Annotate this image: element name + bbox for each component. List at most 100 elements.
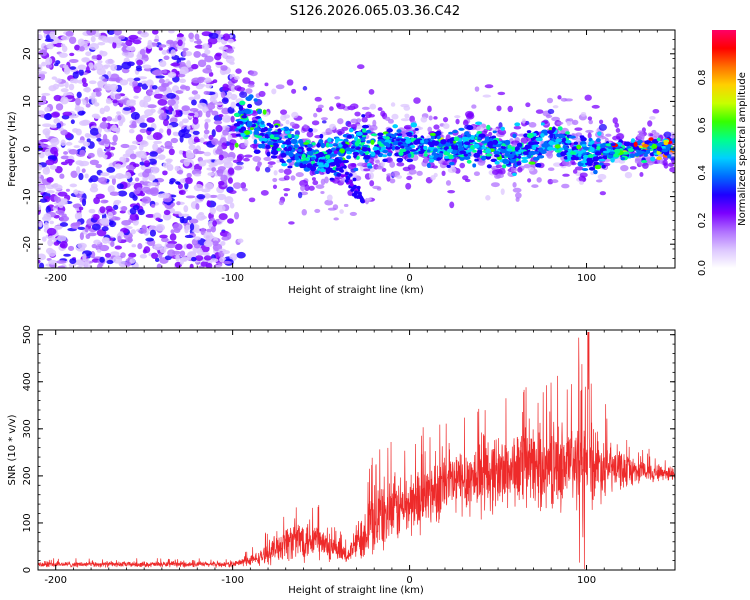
spectrogram-signal-blob (351, 146, 356, 149)
spectrogram-signal-blob (627, 147, 635, 152)
spectrogram-halo-blob (369, 180, 375, 187)
spectrogram-halo-blob (260, 189, 269, 196)
spectrogram-noise-blob (128, 144, 138, 151)
spectrogram-noise-blob (205, 83, 212, 89)
spectrogram-halo-blob (639, 172, 644, 177)
spectrogram-noise-blob (45, 34, 51, 41)
spectrogram-noise-blob (38, 30, 42, 33)
spectrogram-noise-blob (43, 221, 49, 230)
spectrogram-signal-blob (287, 133, 292, 139)
spectrogram-halo-blob (492, 169, 499, 175)
spectrogram-halo-blob (484, 84, 494, 89)
spectrogram-noise-blob (137, 208, 145, 216)
spectrogram-noise-blob (206, 200, 211, 207)
spectrogram-halo-blob (471, 104, 477, 109)
spectrogram-halo-blob (612, 117, 618, 124)
figure-title: S126.2026.065.03.36.C42 (290, 4, 460, 19)
spectrogram-signal-blob (320, 167, 325, 171)
spectrogram-noise-blob (113, 30, 122, 36)
spectrogram-signal-blob (393, 146, 401, 150)
spectrogram-noise-blob (50, 112, 60, 118)
colorbar-tick-label: 0.8 (697, 70, 708, 86)
spectrogram-halo-blob (441, 170, 446, 176)
spectrogram-noise-blob (75, 97, 81, 106)
spectrogram-halo-blob (416, 170, 423, 176)
spectrogram-noise-blob (163, 209, 171, 216)
spectrogram-noise-blob (38, 151, 45, 159)
spectrogram-noise-blob (50, 36, 60, 45)
spectrogram-noise-blob (205, 262, 213, 268)
spectrogram-noise-blob (226, 48, 235, 54)
spectrogram-noise-blob (191, 63, 199, 70)
spectrogram-signal-blob (341, 143, 349, 149)
spectrogram-noise-blob (65, 188, 70, 192)
spectrogram-noise-blob (103, 237, 110, 241)
spectrogram-noise-blob (106, 116, 113, 122)
spectrogram-signal-blob (485, 148, 492, 154)
spectrogram-signal-blob (281, 144, 286, 149)
spectrogram-noise-blob (156, 263, 162, 268)
spectrogram-signal-blob (360, 138, 366, 142)
spectrogram-noise-blob (118, 35, 126, 40)
spectrogram-signal-blob (548, 140, 555, 146)
spectrogram-noise-blob (73, 145, 80, 149)
spectrogram-noise-blob (128, 51, 135, 58)
spectrogram-signal-blob (281, 162, 288, 167)
spectrogram-signal-blob (472, 163, 477, 168)
spectrogram-halo-blob (405, 182, 412, 190)
spectrogram-signal-blob (309, 165, 316, 170)
spectrogram-halo-blob (510, 167, 517, 173)
spectrogram-halo-blob (545, 114, 553, 118)
spectrogram-halo-blob (369, 124, 378, 131)
spectrogram-halo-blob (272, 177, 278, 183)
spectrogram-noise-blob (211, 138, 219, 146)
spectrogram-blobs (38, 30, 675, 268)
spectrogram-noise-blob (158, 78, 165, 84)
spectrogram-noise-blob (120, 143, 130, 149)
spectrogram-halo-blob (236, 86, 246, 92)
spectrogram-halo-blob (390, 102, 396, 107)
spectrogram-noise-blob (87, 232, 97, 237)
spectrogram-halo-blob (386, 173, 393, 177)
spectrogram-signal-blob (280, 127, 285, 131)
spectrogram-halo-blob (500, 188, 505, 195)
spectrogram-noise-blob (183, 158, 190, 167)
spectrogram-noise-blob (69, 258, 77, 265)
spectrogram-noise-blob (226, 232, 232, 240)
spectrogram-signal-blob (577, 153, 582, 157)
spectrogram-noise-blob (189, 263, 194, 268)
spectrogram-signal-blob (406, 158, 414, 163)
spectrogram-noise-blob (168, 148, 175, 156)
spectrogram-halo-blob (404, 113, 410, 119)
spectrogram-noise-blob (49, 31, 56, 39)
spectrogram-signal-blob (528, 161, 536, 165)
spectrogram-signal-blob (568, 135, 576, 139)
spectrogram-noise-blob (50, 124, 57, 129)
spectrogram-halo-blob (599, 119, 604, 125)
spectrogram-halo-blob (427, 126, 433, 133)
spectrogram-noise-blob (46, 227, 57, 236)
spectrogram-noise-blob (146, 89, 153, 97)
colorbar-tick-label: 0.2 (697, 212, 708, 228)
spectrogram-signal-blob (567, 156, 572, 161)
spectrogram-noise-blob (82, 253, 87, 261)
spectrogram-noise-blob (74, 44, 81, 51)
spectrogram-signal-blob (326, 158, 334, 164)
spectrogram-signal-blob (370, 151, 376, 157)
spectrogram-noise-blob (38, 184, 47, 193)
spectrogram-noise-blob (158, 128, 164, 134)
spectrogram-noise-blob (188, 32, 195, 40)
spectrogram-halo-blob (347, 162, 357, 170)
spectrogram-noise-blob (184, 227, 189, 234)
spectrogram-noise-blob (108, 237, 114, 241)
spectrogram-signal-blob (605, 143, 613, 147)
spectrogram-halo-blob (314, 96, 322, 102)
spectrogram-signal-blob (598, 158, 606, 162)
spectrogram-noise-blob (45, 130, 50, 139)
spectrogram-noise-blob (208, 32, 219, 39)
spectrogram-signal-blob (243, 130, 251, 135)
spectrogram-signal-blob (446, 164, 451, 168)
snr-series-line (38, 332, 675, 570)
spectrogram-noise-blob (42, 123, 52, 128)
spectrogram-noise-blob (170, 49, 177, 57)
